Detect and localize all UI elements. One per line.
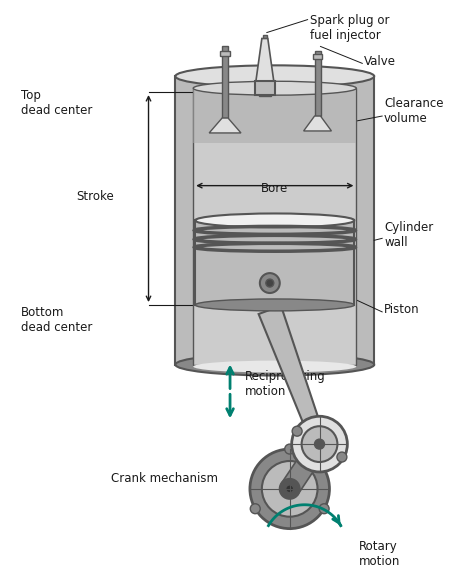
Polygon shape — [255, 81, 275, 95]
Circle shape — [266, 279, 274, 287]
Polygon shape — [220, 52, 230, 56]
Circle shape — [250, 504, 260, 514]
Circle shape — [250, 449, 329, 529]
Text: Rotary
motion: Rotary motion — [359, 541, 401, 568]
Text: Top
dead center: Top dead center — [21, 89, 92, 117]
Polygon shape — [193, 88, 356, 143]
Text: Piston: Piston — [384, 303, 420, 316]
Circle shape — [301, 426, 337, 462]
Polygon shape — [259, 95, 271, 96]
Polygon shape — [312, 55, 322, 59]
Circle shape — [315, 439, 325, 449]
Polygon shape — [193, 88, 356, 365]
Polygon shape — [175, 76, 374, 365]
Text: Clearance
volume: Clearance volume — [384, 97, 444, 125]
Circle shape — [292, 416, 347, 472]
Text: Crank mechanism: Crank mechanism — [111, 473, 218, 485]
Circle shape — [292, 426, 302, 436]
Ellipse shape — [193, 81, 356, 95]
Polygon shape — [209, 118, 241, 133]
Circle shape — [337, 452, 347, 462]
Ellipse shape — [193, 360, 356, 373]
Text: Cylinder
wall: Cylinder wall — [384, 221, 433, 249]
Polygon shape — [195, 221, 354, 305]
Text: Stroke: Stroke — [76, 190, 114, 203]
Ellipse shape — [175, 353, 374, 376]
Text: Bore: Bore — [261, 181, 288, 195]
Circle shape — [262, 461, 318, 517]
Circle shape — [260, 273, 280, 293]
Circle shape — [285, 444, 295, 454]
Circle shape — [280, 479, 300, 499]
Ellipse shape — [195, 299, 354, 311]
Ellipse shape — [195, 214, 354, 227]
Circle shape — [286, 485, 294, 493]
Polygon shape — [315, 52, 320, 116]
Polygon shape — [222, 46, 228, 118]
Polygon shape — [282, 438, 328, 494]
Polygon shape — [263, 35, 267, 39]
Polygon shape — [259, 306, 326, 447]
Text: Spark plug or
fuel injector: Spark plug or fuel injector — [310, 14, 389, 42]
Polygon shape — [304, 116, 331, 131]
Polygon shape — [256, 39, 274, 81]
Ellipse shape — [175, 65, 374, 87]
Circle shape — [319, 504, 329, 514]
Text: Reciprocating
motion: Reciprocating motion — [245, 370, 326, 399]
Text: Bottom
dead center: Bottom dead center — [21, 306, 92, 334]
Text: Valve: Valve — [364, 55, 396, 68]
